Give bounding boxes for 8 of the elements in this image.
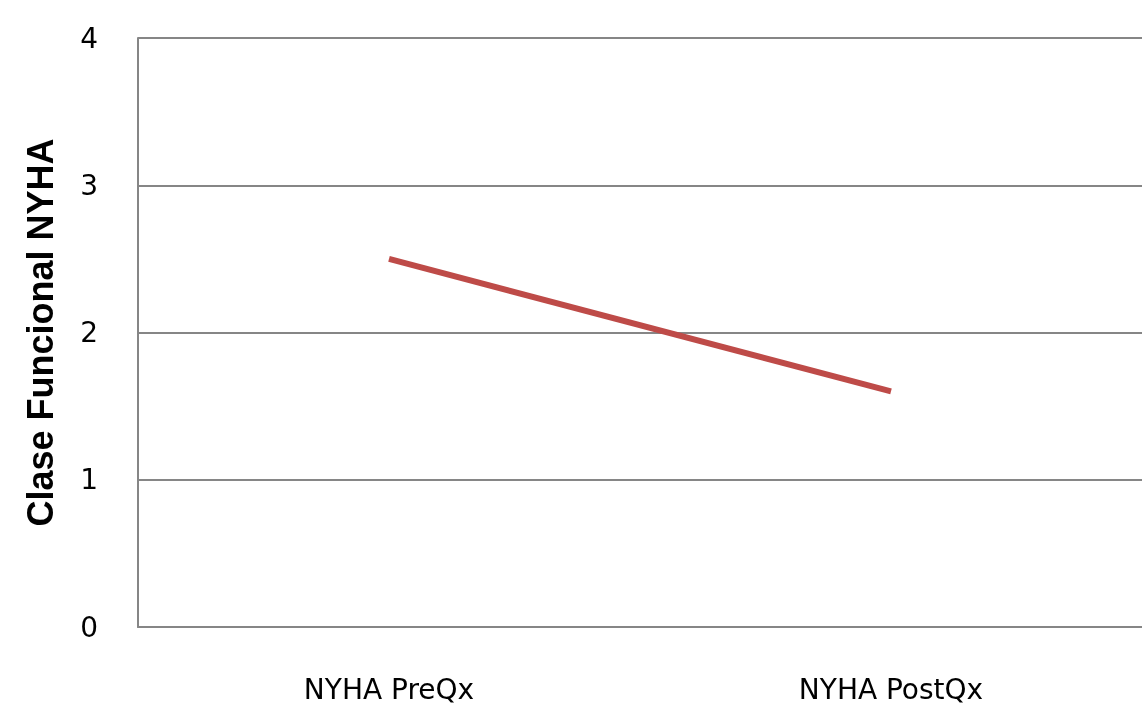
y-tick-label: 3 [80,168,98,202]
y-tick-label: 1 [80,463,98,497]
y-tick-label: 4 [80,21,98,55]
y-tick-label: 2 [80,316,98,349]
x-tick-label: NYHA PostQx [798,672,984,706]
x-tick-label: NYHA PreQx [303,672,475,706]
y-axis-title: Clase Funcional NYHA [19,138,61,527]
y-tick-label: 0 [80,610,98,644]
